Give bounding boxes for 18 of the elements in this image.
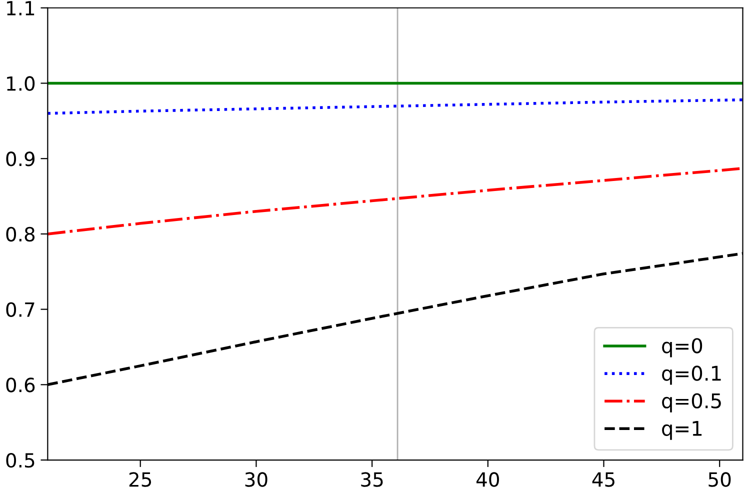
legend-label: q=0 bbox=[662, 338, 702, 358]
legend-label: q=1 bbox=[662, 421, 702, 440]
x-tick-label: 40 bbox=[476, 472, 499, 487]
legend-label: q=0.5 bbox=[662, 393, 721, 412]
y-tick-label: 1.1 bbox=[7, 1, 34, 16]
y-tick-label: 1.0 bbox=[7, 76, 35, 91]
legend-label: q=0.1 bbox=[662, 366, 721, 385]
line-series bbox=[48, 98, 743, 115]
y-tick-label: 0.9 bbox=[6, 152, 35, 166]
x-tick-label: 35 bbox=[361, 472, 383, 487]
y-tick-label: 0.8 bbox=[6, 226, 35, 242]
y-tick-label: 0.7 bbox=[6, 302, 34, 317]
x-tick-label: 30 bbox=[245, 472, 268, 487]
y-tick-label: 0.5 bbox=[6, 452, 34, 468]
y-tick-label: 0.6 bbox=[6, 378, 35, 392]
x-tick-label: 45 bbox=[592, 472, 614, 487]
x-tick-label: 25 bbox=[129, 472, 152, 487]
x-tick-label: 50 bbox=[708, 472, 731, 487]
